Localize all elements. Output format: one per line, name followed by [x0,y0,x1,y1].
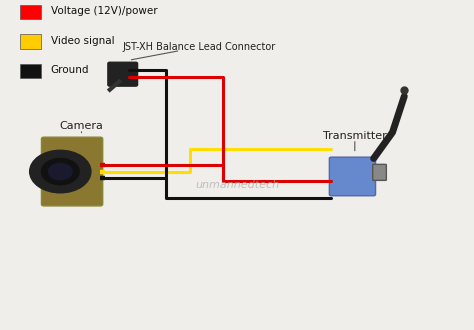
Text: Ground: Ground [51,65,90,75]
Circle shape [41,158,79,184]
FancyBboxPatch shape [373,164,386,181]
FancyBboxPatch shape [329,157,375,196]
FancyBboxPatch shape [20,34,41,49]
Circle shape [30,150,91,193]
Text: Voltage (12V)/power: Voltage (12V)/power [51,6,157,16]
Text: JST-XH Balance Lead Connector: JST-XH Balance Lead Connector [123,43,276,52]
FancyBboxPatch shape [20,64,41,78]
Text: unmannedtech: unmannedtech [195,180,279,190]
FancyBboxPatch shape [108,62,137,86]
Circle shape [48,163,72,180]
Text: Transmitter: Transmitter [323,131,387,141]
FancyBboxPatch shape [20,5,41,19]
FancyBboxPatch shape [41,137,103,206]
Text: Video signal: Video signal [51,36,115,46]
Text: Camera: Camera [60,121,103,131]
